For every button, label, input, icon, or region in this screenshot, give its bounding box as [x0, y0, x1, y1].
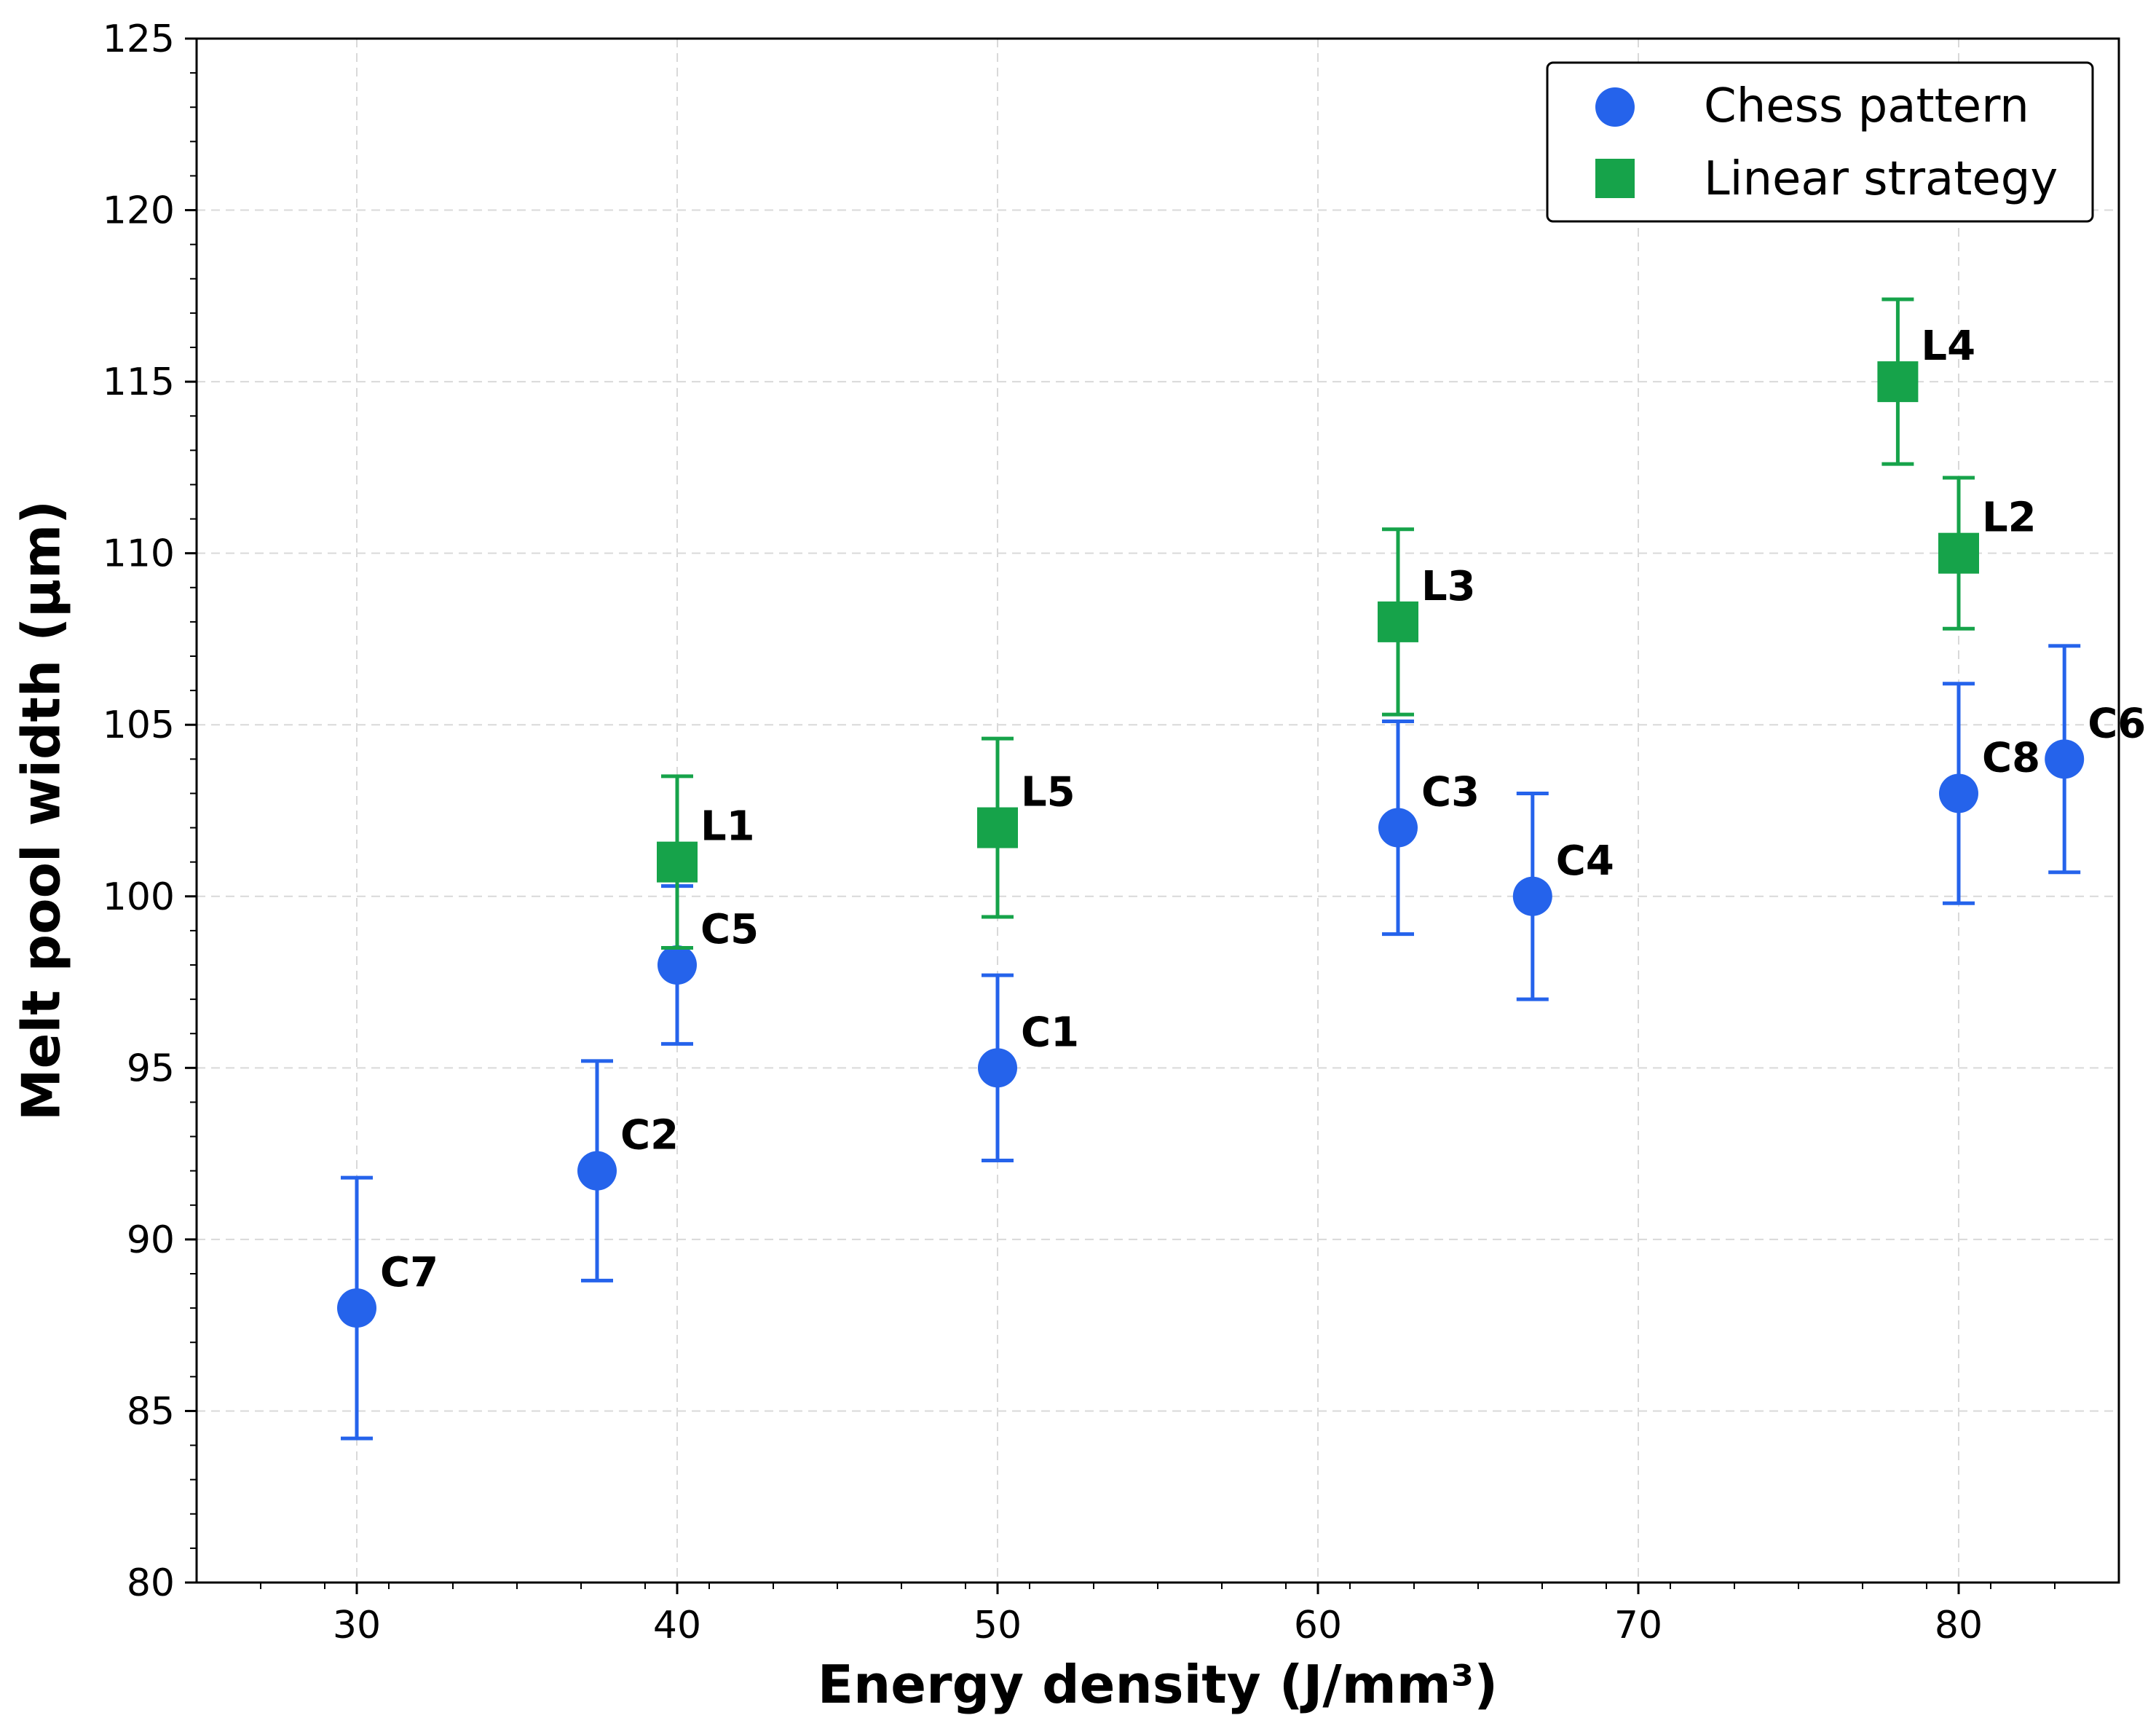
data-point-circle — [1378, 808, 1418, 848]
y-tick-label: 85 — [127, 1390, 175, 1433]
point-label: L4 — [1921, 323, 1975, 370]
series-chess-pattern: C7 C2 C5 C1 C3 C4 C8 C6 — [337, 644, 2146, 1441]
x-tick-label: 50 — [974, 1604, 1022, 1647]
x-axis-title: Energy density (J/mm³) — [818, 1654, 1498, 1715]
data-point-square — [1877, 361, 1919, 403]
legend-marker-linear — [1595, 159, 1635, 198]
y-tick-label: 115 — [103, 360, 175, 404]
data-point-circle — [978, 1048, 1017, 1088]
data-point-square — [977, 807, 1018, 848]
data-series: C7 C2 C5 C1 C3 C4 C8 C6 L1 L5 L3 L4 L2 — [337, 297, 2146, 1441]
point-label: C4 — [1556, 838, 1614, 885]
x-tick-label: 60 — [1294, 1604, 1342, 1647]
data-point-circle — [658, 945, 697, 985]
legend-marker-chess — [1595, 87, 1635, 127]
x-tick-label: 40 — [653, 1604, 701, 1647]
data-point-square — [1938, 532, 1979, 574]
point-label: L5 — [1021, 769, 1075, 816]
point-label: C3 — [1421, 769, 1480, 816]
y-tick-label: 100 — [103, 875, 175, 919]
legend: Chess pattern Linear strategy — [1546, 61, 2094, 223]
point-label: L2 — [1982, 494, 2037, 542]
data-point-circle — [337, 1288, 376, 1328]
point-label: C2 — [620, 1112, 679, 1159]
data-point-square — [657, 841, 698, 883]
y-tick-label: 105 — [103, 704, 175, 747]
y-tick-label: 120 — [103, 189, 175, 233]
point-label: C5 — [700, 906, 759, 953]
plot-frame — [195, 37, 2120, 1584]
legend-label-linear: Linear strategy — [1704, 152, 2058, 206]
legend-label-chess: Chess pattern — [1704, 79, 2029, 133]
grid — [197, 39, 2119, 1583]
data-point-circle — [1512, 876, 1552, 916]
data-point-circle — [1939, 773, 1978, 813]
y-tick-label: 110 — [103, 532, 175, 576]
point-label: C7 — [380, 1249, 438, 1296]
y-tick-label: 95 — [127, 1047, 175, 1090]
point-label: L3 — [1421, 563, 1476, 610]
data-point-square — [1378, 601, 1418, 642]
y-tick-label: 125 — [103, 17, 175, 61]
x-tick-label: 80 — [1935, 1604, 1983, 1647]
point-label: C8 — [1982, 734, 2040, 781]
series-linear-strategy: L1 L5 L3 L4 L2 — [657, 297, 2037, 950]
data-point-circle — [2045, 739, 2085, 779]
legend-box — [1546, 61, 2094, 223]
axis-ticks: 30 40 50 60 70 80 80 85 90 95 100 105 110 115 120 125 — [103, 17, 2056, 1647]
y-axis-title: Melt pool width (µm) — [11, 500, 72, 1121]
x-tick-label: 30 — [333, 1604, 381, 1647]
x-tick-label: 70 — [1614, 1604, 1662, 1647]
point-label: C1 — [1021, 1009, 1079, 1056]
y-tick-label: 80 — [127, 1561, 175, 1605]
y-tick-label: 90 — [127, 1218, 175, 1262]
point-label: C6 — [2088, 700, 2146, 747]
point-label: L1 — [700, 803, 755, 851]
data-point-circle — [577, 1151, 617, 1191]
